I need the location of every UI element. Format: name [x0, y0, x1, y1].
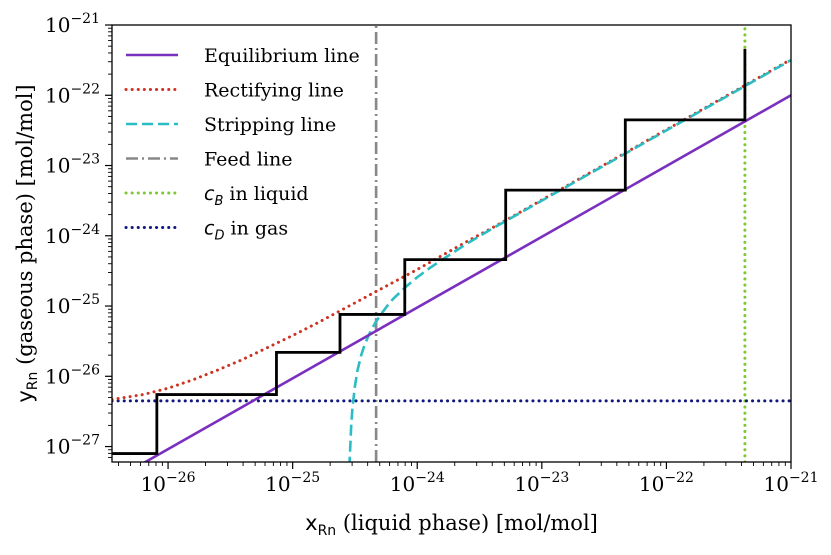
legend-item-feed-line: Feed line [126, 149, 292, 171]
y-tick-label: 10−21 [45, 11, 100, 37]
legend-label: Feed line [204, 149, 292, 171]
legend-label: Stripping line [204, 114, 336, 136]
series-stripping-line [348, 58, 791, 462]
x-axis-title: xRn (liquid phase) [mol/mol] [305, 511, 598, 539]
legend-label: Equilibrium line [204, 45, 360, 67]
plot-frame [111, 24, 792, 463]
y-tick-label: 10−24 [45, 222, 100, 248]
y-tick-label: 10−22 [45, 81, 100, 107]
legend-label: cD in gas [204, 218, 288, 244]
legend-item-c-b-in-liquid: cB in liquid [124, 183, 309, 209]
legend-label: Rectifying line [204, 80, 344, 102]
x-tick-label: 10−25 [265, 470, 320, 496]
y-axis-title: yRn (gaseous phase) [mol/mol] [13, 84, 41, 402]
legend-item-stripping-line: Stripping line [126, 114, 336, 136]
x-tick-label: 10−22 [639, 470, 694, 496]
legend: Equilibrium line Rectifying line Stripping… [124, 45, 360, 244]
x-tick-label: 10−23 [514, 470, 569, 496]
legend-item-equilibrium-line: Equilibrium line [126, 45, 360, 67]
series-stages [112, 48, 747, 455]
series-group [112, 25, 791, 462]
legend-label: cB in liquid [204, 183, 309, 209]
y-tick-label: 10−23 [45, 152, 100, 178]
y-tick-label: 10−27 [45, 433, 100, 459]
series-equilibrium-line [142, 94, 791, 462]
legend-item-c-d-in-gas: cD in gas [124, 218, 288, 244]
plot-area [112, 25, 791, 462]
axes: 10−26 10−25 10−24 10−23 10−22 10−21 10−27 10−26… [13, 11, 819, 539]
x-tick-label: 10−21 [764, 470, 819, 496]
y-tick-label: 10−26 [45, 362, 100, 388]
legend-item-rectifying-line: Rectifying line [124, 80, 344, 102]
x-tick-label: 10−24 [390, 470, 445, 496]
y-tick-label: 10−25 [45, 292, 100, 318]
x-tick-label: 10−26 [141, 470, 196, 496]
